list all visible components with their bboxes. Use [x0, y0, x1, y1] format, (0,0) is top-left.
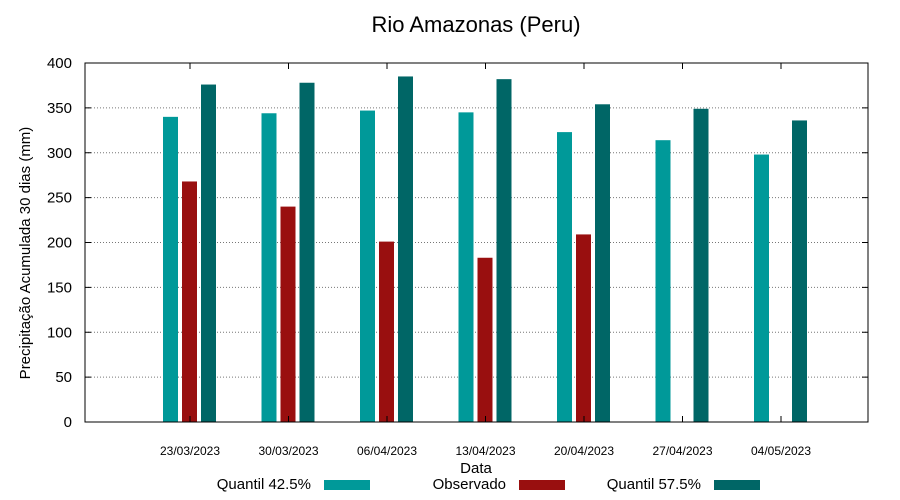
bar-quantil-42-5	[360, 110, 375, 422]
legend-label: Quantil 57.5%	[607, 476, 701, 493]
x-axis-ticks: 23/03/2023 30/03/2023 06/04/2023 13/04/2023…	[160, 63, 811, 458]
bar-quantil-42-5	[163, 116, 178, 422]
y-tick-label: 50	[55, 369, 72, 386]
bar-quantil-42-5	[261, 113, 277, 422]
x-tick-label: 13/04/2023	[455, 444, 515, 458]
bar-quantil-57-5	[398, 76, 413, 423]
bar-quantil-42-5	[655, 140, 671, 422]
x-tick-label: 27/04/2023	[652, 444, 712, 458]
y-tick-label: 400	[47, 55, 72, 72]
y-tick-label: 100	[47, 324, 72, 341]
y-tick-label: 200	[47, 235, 72, 252]
y-tick-label: 300	[47, 145, 72, 162]
bar-observado	[280, 206, 296, 422]
legend-label: Quantil 42.5%	[217, 476, 311, 493]
legend-swatch	[714, 480, 760, 490]
x-tick-label: 23/03/2023	[160, 444, 220, 458]
x-tick-label: 30/03/2023	[258, 444, 318, 458]
bar-quantil-57-5	[496, 79, 512, 422]
legend: Quantil 42.5% Observado Quantil 57.5%	[217, 476, 760, 493]
bar-quantil-57-5	[201, 84, 216, 422]
y-tick-label: 0	[64, 414, 72, 431]
bar-quantil-42-5	[754, 154, 769, 423]
x-tick-label: 20/04/2023	[554, 444, 614, 458]
y-axis-ticks: 0 50 100 150 200 250 300 350 400	[47, 55, 868, 431]
bar-observado	[379, 241, 394, 422]
bar-quantil-42-5	[557, 132, 572, 423]
bar-quantil-57-5	[792, 120, 807, 422]
bar-observado	[477, 257, 493, 422]
chart-title: Rio Amazonas (Peru)	[371, 12, 580, 37]
legend-swatch	[324, 480, 370, 490]
legend-label: Observado	[433, 476, 506, 493]
bar-quantil-42-5	[458, 112, 474, 423]
bar-observado	[576, 234, 591, 422]
bar-quantil-57-5	[299, 82, 315, 423]
x-tick-label: 04/05/2023	[751, 444, 811, 458]
bar-observado	[182, 181, 197, 422]
y-tick-label: 250	[47, 190, 72, 207]
x-axis-label: Data	[460, 460, 492, 477]
bar-quantil-57-5	[693, 108, 709, 423]
y-tick-label: 350	[47, 100, 72, 117]
y-tick-label: 150	[47, 279, 72, 296]
bar-quantil-57-5	[595, 104, 610, 422]
legend-swatch	[519, 480, 565, 490]
x-tick-label: 06/04/2023	[357, 444, 417, 458]
y-axis-label: Precipitação Acumulada 30 dias (mm)	[17, 127, 34, 380]
bars	[163, 76, 807, 423]
